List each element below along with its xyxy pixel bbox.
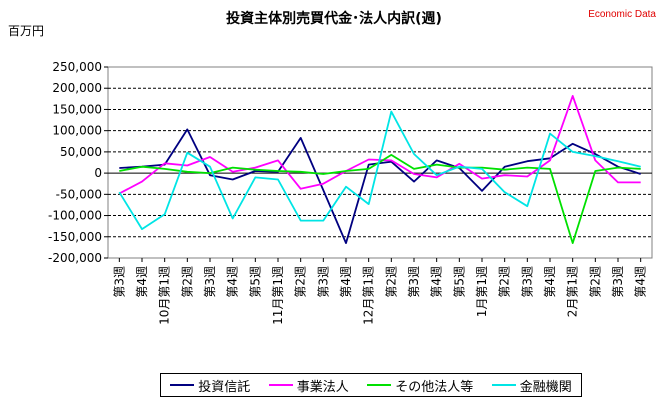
x-tick-label: 第4週	[634, 266, 648, 298]
legend-item-0: 投資信託	[170, 376, 250, 395]
legend-label-0: 投資信託	[198, 379, 251, 395]
y-tick-label: 200,000	[52, 81, 102, 95]
brand-label: Economic Data	[588, 9, 656, 20]
series-line-3	[118, 110, 641, 231]
x-tick-label: 第4週	[543, 266, 557, 298]
legend-swatch-2	[367, 384, 392, 386]
series-line-0	[119, 128, 641, 245]
legend-label-1: 事業法人	[296, 379, 349, 395]
x-tick-label: 12月第1週	[362, 266, 376, 325]
legend-item-1: 事業法人	[268, 376, 349, 395]
x-tick-label: 1月第1週	[475, 266, 489, 317]
legend-swatch-1	[268, 384, 293, 386]
legend-item-2: その他法人等	[367, 376, 473, 395]
x-tick-label: 第3週	[407, 266, 421, 298]
chart-title: 投資主体別売買代金･法人内訳(週)	[226, 11, 442, 27]
legend: 投資信託 事業法人 その他法人等 金融機関	[160, 373, 582, 397]
x-tick-label: 第2週	[384, 266, 398, 298]
y-tick-label: -200,000	[48, 251, 102, 265]
legend-label-3: 金融機関	[519, 379, 572, 395]
x-tick-label: 第4週	[430, 266, 444, 298]
x-tick-label: 第3週	[520, 266, 534, 298]
x-tick-label: 第2週	[588, 266, 602, 298]
y-tick-label: 150,000	[52, 102, 102, 116]
x-tick-label: 第3週	[203, 266, 217, 298]
x-tick-label: 第3週	[316, 266, 330, 298]
y-tick-label: 250,000	[52, 60, 102, 74]
x-tick-label: 第2週	[294, 266, 308, 298]
x-tick-label: 2月第1週	[566, 266, 580, 317]
x-tick-label: 第4週	[135, 266, 149, 298]
x-tick-label: 第2週	[498, 266, 512, 298]
y-tick-label: 100,000	[52, 124, 102, 138]
series-line-2	[119, 153, 641, 245]
x-tick-label: 第4週	[226, 266, 240, 298]
x-tick-label: 第5週	[248, 266, 262, 298]
y-tick-label: -100,000	[48, 209, 102, 223]
x-tick-label: 10月第1週	[158, 266, 172, 325]
y-tick-label: 0	[94, 166, 102, 180]
legend-swatch-0	[170, 384, 195, 386]
legend-item-3: 金融機関	[491, 376, 572, 395]
x-tick-label: 第3週	[611, 266, 625, 298]
x-tick-label: 第4週	[339, 266, 353, 298]
legend-label-2: その他法人等	[395, 379, 474, 395]
y-tick-label: -50,000	[56, 187, 102, 201]
legend-swatch-3	[491, 384, 516, 386]
y-unit-label: 百万円	[8, 24, 45, 38]
x-tick-label: 11月第1週	[271, 266, 285, 325]
x-tick-label: 第3週	[112, 266, 126, 298]
y-tick-label: -150,000	[48, 230, 102, 244]
y-tick-label: 50,000	[60, 145, 102, 159]
x-tick-label: 第2週	[180, 266, 194, 298]
x-tick-label: 第5週	[452, 266, 466, 298]
